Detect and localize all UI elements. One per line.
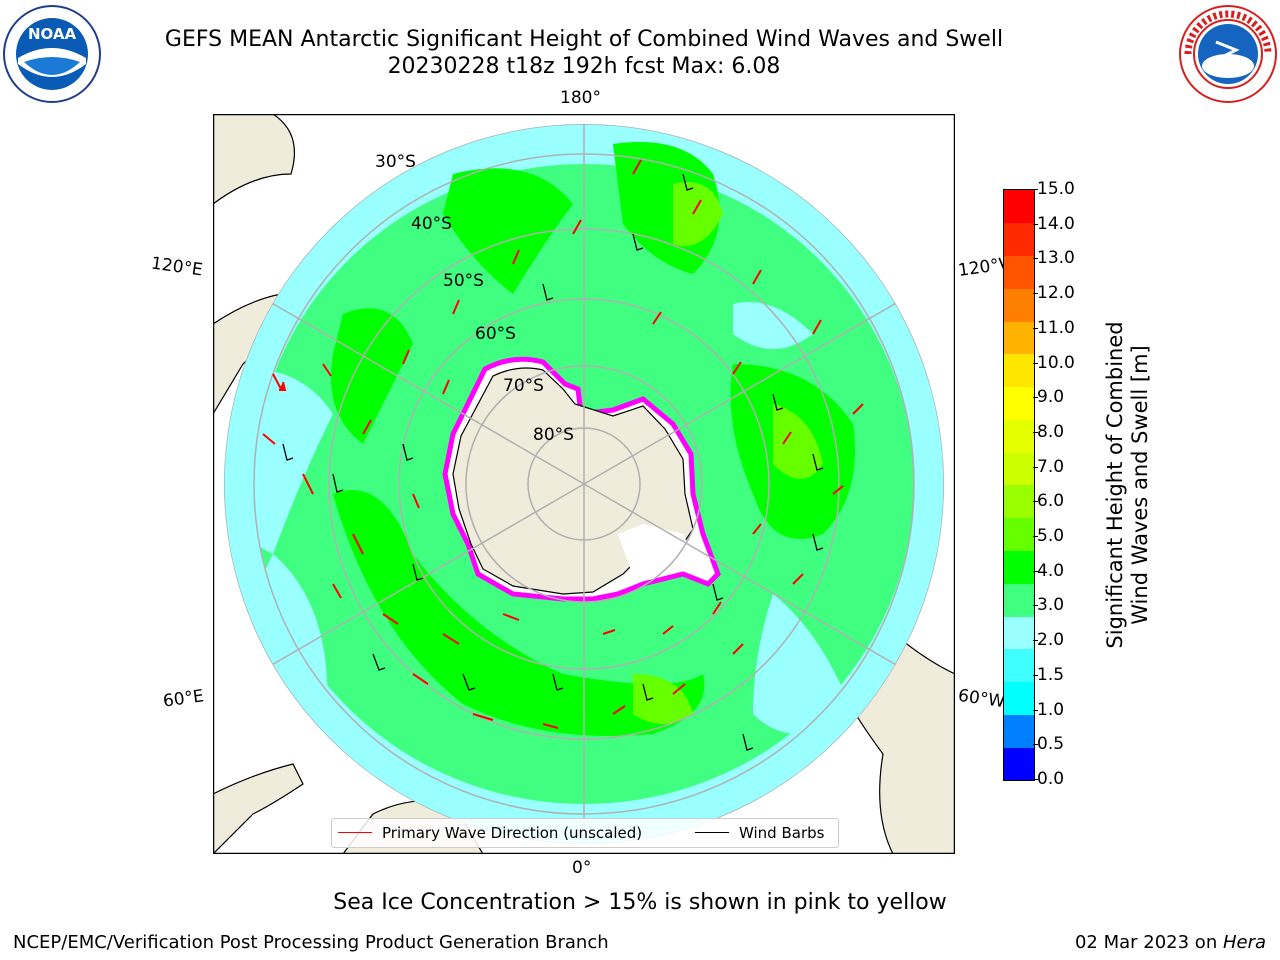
lat-label-60s: 60°S — [475, 324, 516, 344]
colorbar-band — [1004, 616, 1034, 650]
colorbar-band — [1004, 419, 1034, 453]
footer-date: 02 Mar 2023 on Hera — [1075, 932, 1266, 953]
wind-barbs-legend-label: Wind Barbs — [739, 824, 825, 842]
footer-machine: Hera — [1222, 932, 1266, 953]
colorbar — [1003, 189, 1035, 781]
colorbar-band — [1004, 222, 1034, 257]
colorbar-band — [1004, 353, 1034, 388]
nws-logo — [1179, 5, 1277, 103]
map-title: GEFS MEAN Antarctic Significant Height o… — [164, 27, 1004, 52]
colorbar-tick: 14.0 — [1033, 213, 1075, 234]
lon-label-60w: 60°W — [956, 685, 1007, 713]
colorbar-band — [1004, 747, 1034, 781]
colorbar-band — [1004, 190, 1034, 224]
lon-label-0: 0° — [572, 858, 592, 878]
wind-barbs — [282, 173, 824, 751]
lon-label-180: 180° — [560, 88, 601, 108]
polar-map: 180° 120°E 120°W 60°E 60°W 0° 30°S 40°S … — [150, 88, 1017, 878]
colorbar-tick: 0.0 — [1032, 769, 1065, 789]
colorbar-tick: 0.5 — [1032, 734, 1065, 755]
sea-ice-note: Sea Ice Concentration > 15% is shown in … — [333, 890, 947, 915]
colorbar-band — [1004, 485, 1034, 519]
lon-label-60e: 60°E — [161, 686, 206, 712]
colorbar-tick: 6.0 — [1032, 491, 1065, 512]
colorbar-band — [1004, 550, 1034, 584]
colorbar-tick: 10.0 — [1033, 352, 1075, 373]
wave-direction-arrows — [262, 159, 864, 729]
colorbar-tick: 9.0 — [1032, 387, 1065, 408]
colorbar-band — [1004, 255, 1034, 289]
colorbar-tick: 7.0 — [1032, 456, 1065, 477]
colorbar-band — [1004, 321, 1034, 355]
colorbar-tick: 15.0 — [1033, 179, 1075, 199]
colorbar-tick: 1.0 — [1032, 699, 1065, 720]
colorbar-tick: 13.0 — [1033, 248, 1075, 269]
wave-direction-legend-label: Primary Wave Direction (unscaled) — [382, 824, 643, 842]
colorbar-tick: 4.0 — [1032, 560, 1065, 581]
colorbar-tick: 1.5 — [1032, 664, 1065, 685]
lat-label-50s: 50°S — [443, 271, 484, 291]
lat-label-40s: 40°S — [411, 214, 452, 234]
lat-label-80s: 80°S — [533, 425, 574, 445]
colorbar-label-line2: Wind Waves and Swell [m] — [1128, 345, 1152, 625]
colorbar-tick: 11.0 — [1033, 317, 1075, 338]
colorbar-band — [1004, 452, 1034, 486]
colorbar-band — [1004, 517, 1034, 552]
lat-label-70s: 70°S — [503, 376, 544, 396]
lat-label-30s: 30°S — [375, 152, 416, 172]
map-legend: Primary Wave Direction (unscaled) Wind B… — [331, 818, 839, 848]
noaa-logo: NOAA — [3, 5, 101, 103]
colorbar-tick: 5.0 — [1032, 526, 1065, 547]
wave-direction-swatch — [338, 832, 372, 833]
footer-date-text: 02 Mar 2023 on — [1074, 932, 1223, 953]
colorbar-band — [1004, 714, 1034, 748]
svg-text:NOAA: NOAA — [28, 25, 77, 43]
colorbar-band — [1004, 681, 1034, 715]
colorbar-tick: 2.0 — [1032, 630, 1065, 651]
colorbar-label-line1: Significant Height of Combined — [1103, 321, 1127, 649]
colorbar-band — [1004, 648, 1034, 683]
map-subtitle: 20230228 t18z 192h fcst Max: 6.08 — [387, 54, 781, 79]
colorbar-tick: 8.0 — [1032, 421, 1065, 442]
polar-map-canvas — [213, 114, 955, 854]
colorbar-band — [1004, 386, 1034, 420]
colorbar-tick: 3.0 — [1032, 595, 1065, 616]
footer-credit: NCEP/EMC/Verification Post Processing Pr… — [13, 932, 609, 953]
colorbar-tick: 12.0 — [1033, 283, 1075, 304]
wind-barbs-swatch — [695, 832, 729, 833]
colorbar-band — [1004, 583, 1034, 617]
lon-label-120e: 120°E — [149, 253, 204, 281]
colorbar-band — [1004, 288, 1034, 322]
